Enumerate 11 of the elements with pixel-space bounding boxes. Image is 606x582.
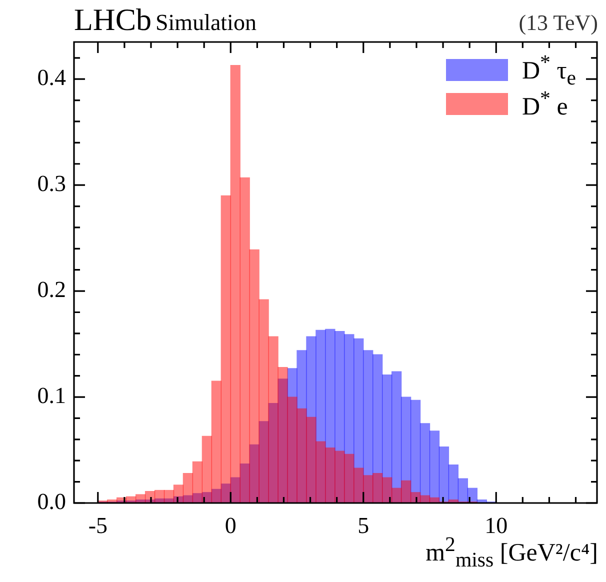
text: (13 TeV) — [518, 10, 598, 36]
x-tick-label: 5 — [358, 512, 370, 538]
chart-subtitle: Simulation — [156, 10, 256, 36]
x-tick-label: 0 — [224, 512, 236, 538]
y-tick-label: 0.2 — [37, 277, 66, 302]
y-tick-label: 0.3 — [37, 171, 66, 196]
y-tick-label: 0.0 — [37, 489, 66, 514]
y-tick-label: 0.4 — [37, 65, 66, 90]
x-tick-label: -5 — [88, 512, 108, 538]
chart-title: LHCb — [74, 2, 152, 38]
y-tick-label: 0.1 — [37, 383, 66, 408]
